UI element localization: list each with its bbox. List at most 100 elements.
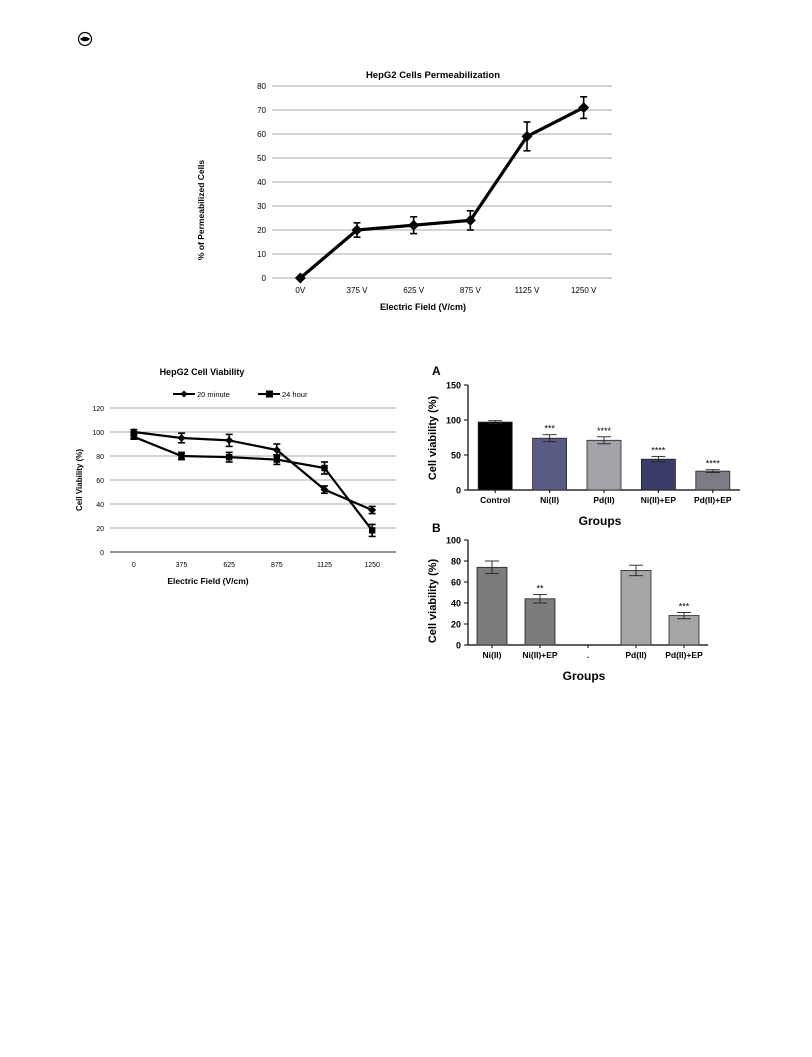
bar	[524, 598, 556, 646]
legend: 20 minute 24 hour	[173, 390, 308, 399]
x-tick-label: 625 V	[403, 286, 425, 295]
legend-label: 20 minute	[197, 390, 230, 399]
significance-marks: *** ************	[544, 424, 720, 469]
series-lines	[133, 430, 374, 532]
data-point	[521, 130, 533, 142]
series-line	[133, 435, 374, 532]
x-tick-labels: Ni(II) Ni(II)+EP. Pd(II) Pd(II)+EP	[483, 650, 704, 660]
significance-mark: ***	[679, 601, 690, 611]
y-tick-label: 40	[451, 599, 461, 609]
y-tick-label: 20	[257, 226, 266, 235]
y-axis-label: % of Permeabilized Cells	[196, 160, 206, 260]
bar	[640, 458, 676, 491]
y-tick-label: 80	[451, 557, 461, 567]
x-tick-label: Pd(II)	[593, 495, 614, 505]
y-axis-label: Cell viability (%)	[427, 395, 439, 480]
y-tick-label: 40	[257, 178, 266, 187]
y-tick-label: 150	[446, 381, 461, 391]
x-tick-label: 875	[271, 562, 283, 569]
axes	[464, 539, 708, 648]
y-tick-label: 70	[257, 106, 266, 115]
viability-line-chart: HepG2 Cell Viability 20 minute 24 hour 0…	[75, 367, 396, 586]
x-tick-labels: 0V 375 V 625 V 875 V 1125 V 1250 V	[295, 286, 597, 295]
x-axis-label: Electric Field (V/cm)	[167, 576, 248, 586]
significance-mark: **	[536, 584, 544, 594]
y-tick-label: 0	[456, 486, 461, 496]
x-axis-label: Electric Field (V/cm)	[380, 302, 466, 312]
data-point	[351, 224, 363, 236]
x-tick-labels: Control Ni(II) Pd(II) Ni(II)+EP Pd(II)+EP	[480, 495, 732, 505]
y-tick-labels: 0 20 40 60 80 100 120	[92, 406, 104, 557]
significance-mark: ****	[651, 445, 666, 455]
y-tick-label: 60	[96, 478, 104, 485]
permeabilization-chart: HepG2 Cells Permeabilization 0 10 20 30 40 50…	[196, 70, 612, 312]
y-tick-label: 50	[257, 154, 266, 163]
y-axis-label: Cell Viability (%)	[75, 449, 84, 511]
x-tick-label: 375 V	[347, 286, 369, 295]
y-tick-labels: 0 10 20 30 40 50 60 70 80	[257, 82, 266, 283]
x-tick-label: 1250	[364, 562, 380, 569]
data-points	[294, 102, 590, 284]
bar	[695, 470, 731, 491]
x-tick-label: Pd(II)	[625, 650, 646, 660]
data-point	[130, 433, 138, 440]
significance-mark: ***	[544, 424, 555, 434]
x-tick-label: 375	[176, 562, 188, 569]
chart-title: HepG2 Cells Permeabilization	[366, 70, 500, 81]
y-tick-label: 80	[96, 454, 104, 461]
data-point	[368, 527, 376, 534]
data-point	[294, 272, 306, 284]
bar	[477, 421, 513, 491]
x-axis-label: Groups	[579, 514, 622, 528]
x-tick-label: Ni(II)+EP	[522, 650, 558, 660]
data-point	[321, 464, 328, 472]
x-tick-label: 0V	[295, 286, 305, 295]
y-tick-labels: 0 50 100 150	[446, 381, 461, 496]
x-tick-label: Ni(II)	[540, 495, 559, 505]
data-point	[368, 506, 377, 514]
bar	[620, 570, 652, 646]
bars	[476, 566, 700, 646]
x-tick-label: Pd(II)+EP	[665, 650, 703, 660]
y-tick-label: 0	[100, 550, 104, 557]
y-tick-label: 50	[451, 451, 461, 461]
data-point	[320, 485, 329, 494]
y-tick-label: 40	[96, 502, 104, 509]
y-tick-label: 0	[456, 641, 461, 651]
bar	[668, 615, 700, 646]
significance-mark: ****	[597, 426, 612, 436]
y-tick-label: 20	[96, 526, 104, 533]
x-tick-label: 1250 V	[571, 286, 597, 295]
x-tick-label: 1125 V	[515, 286, 540, 295]
data-point	[578, 102, 590, 114]
y-gridlines	[272, 85, 612, 279]
y-tick-label: 30	[257, 202, 266, 211]
y-tick-label: 20	[451, 620, 461, 630]
y-tick-label: 60	[451, 578, 461, 588]
panel-label: A	[432, 364, 441, 378]
y-tick-label: 120	[92, 406, 104, 413]
bars	[477, 421, 731, 491]
y-gridlines	[110, 407, 396, 553]
y-axis-label: Cell viability (%)	[427, 558, 439, 643]
data-point	[273, 456, 281, 463]
y-tick-label: 10	[257, 250, 266, 259]
y-tick-label: 0	[262, 274, 267, 283]
significance-marks: *****	[536, 584, 689, 612]
error-bars	[485, 560, 691, 620]
chart-title: HepG2 Cell Viability	[160, 367, 245, 377]
data-point	[225, 436, 234, 445]
bar	[532, 437, 567, 491]
bar	[476, 566, 508, 646]
x-tick-label: 1125	[317, 562, 332, 569]
y-tick-label: 60	[257, 130, 266, 139]
x-tick-label: Ni(II)+EP	[641, 495, 677, 505]
x-tick-label: 625	[223, 562, 235, 569]
y-tick-label: 100	[446, 416, 461, 426]
series-lines	[299, 106, 585, 280]
x-axis-label: Groups	[563, 669, 606, 683]
x-tick-labels: 0 375 625 875 1125 1250	[132, 562, 380, 569]
y-tick-label: 80	[257, 82, 266, 91]
